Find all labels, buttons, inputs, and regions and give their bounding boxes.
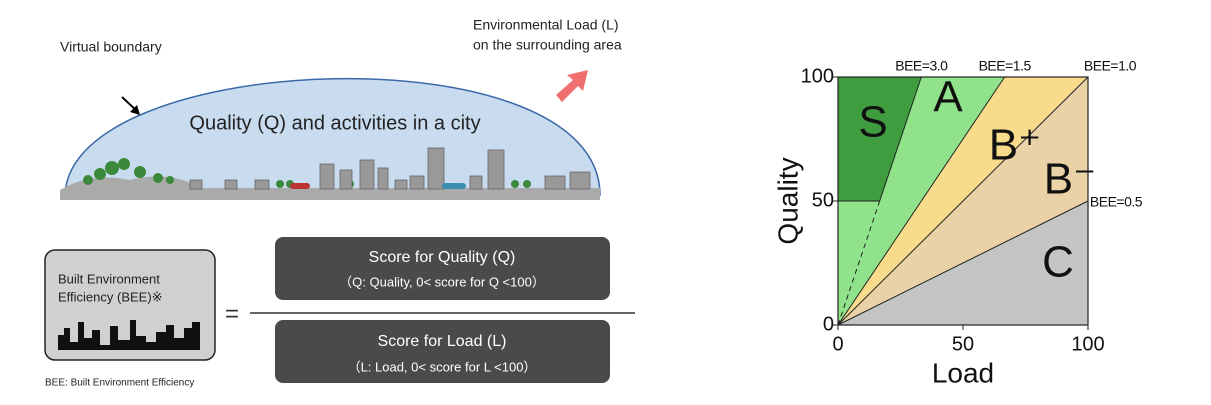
bee-line-label: BEE=3.0 xyxy=(895,58,948,74)
region-label: B⁺ xyxy=(989,121,1042,170)
y-tick-label: 0 xyxy=(823,313,834,335)
region-label: S xyxy=(858,98,887,147)
x-axis-label: Load xyxy=(932,357,994,388)
bee-box-text: Built Environment xyxy=(58,271,160,286)
numerator-note: （Q: Quality, 0< score for Q <100） xyxy=(339,274,545,289)
region-label: C xyxy=(1042,238,1074,287)
y-tick-label: 50 xyxy=(812,189,834,211)
bee-line-label: BEE=1.0 xyxy=(1084,58,1137,74)
x-tick-label: 100 xyxy=(1071,333,1104,355)
denominator-title: Score for Load (L) xyxy=(378,333,507,350)
page: Virtual boundary Environmental Load (L) … xyxy=(0,0,1211,405)
label: on the surrounding area xyxy=(473,37,622,53)
bee-box-text: Efficiency (BEE)※ xyxy=(58,289,163,304)
numerator-box xyxy=(275,237,610,300)
car xyxy=(290,183,310,189)
y-tick-label: 100 xyxy=(801,65,834,87)
region-label: B⁻ xyxy=(1044,155,1097,204)
car xyxy=(442,183,466,189)
y-axis-label: Quality xyxy=(772,157,803,244)
label: Virtual boundary xyxy=(60,39,162,55)
numerator-title: Score for Quality (Q) xyxy=(369,249,516,266)
x-tick-label: 0 xyxy=(832,333,843,355)
footnote: BEE: Built Environment Efficiency xyxy=(45,378,194,389)
bee-line-label: BEE=1.5 xyxy=(979,58,1032,74)
region-label: A xyxy=(933,73,963,122)
denominator-note: （L: Load, 0< score for L <100） xyxy=(348,359,537,374)
label: Environmental Load (L) xyxy=(473,17,619,33)
dome-text: Quality (Q) and activities in a city xyxy=(189,112,480,134)
equals: = xyxy=(225,300,239,327)
x-tick-label: 50 xyxy=(952,333,974,355)
bee-line-label: BEE=0.5 xyxy=(1090,194,1143,210)
